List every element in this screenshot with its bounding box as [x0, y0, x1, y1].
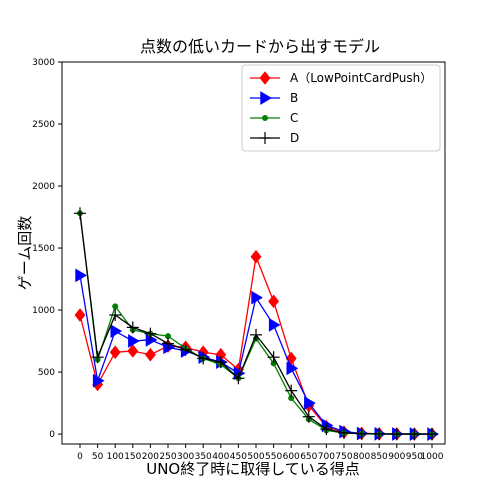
x-tick-label: 600	[283, 452, 300, 462]
data-point	[128, 334, 140, 348]
y-tick-label: 0	[49, 430, 55, 440]
legend-marker	[259, 71, 271, 85]
legend-marker	[262, 115, 268, 121]
data-point	[109, 345, 121, 360]
x-tick-label: 150	[124, 452, 141, 462]
data-point	[74, 308, 86, 322]
x-tick-label: 900	[388, 452, 405, 462]
legend-box	[241, 64, 441, 152]
data-point	[109, 309, 122, 322]
y-tick-label: 3000	[32, 58, 55, 68]
data-point	[214, 356, 227, 369]
x-tick-label: 350	[195, 452, 212, 462]
data-point	[144, 347, 156, 362]
data-point	[355, 427, 368, 440]
data-point	[112, 303, 119, 310]
data-point	[304, 396, 316, 410]
data-point	[75, 268, 87, 283]
data-point	[110, 324, 123, 339]
x-tick-label: 100	[107, 452, 124, 462]
legend-marker	[259, 132, 271, 144]
x-tick-label: 550	[265, 452, 282, 462]
x-tick-label: 250	[159, 452, 176, 462]
x-tick-label: 750	[335, 452, 352, 462]
legend-label: C	[290, 111, 298, 125]
data-point	[92, 373, 105, 388]
data-point	[197, 352, 210, 365]
x-tick-label: 450	[230, 452, 247, 462]
x-tick-label: 1000	[421, 452, 444, 462]
data-point	[268, 318, 281, 332]
data-point	[268, 294, 280, 309]
y-tick-label: 500	[38, 368, 55, 378]
x-tick-label: 500	[247, 452, 264, 462]
data-point	[251, 290, 263, 305]
data-point	[390, 428, 403, 441]
data-point	[127, 344, 139, 358]
plot-area	[74, 207, 439, 441]
chart-title: 点数の低いカードから出すモデル	[140, 37, 380, 56]
data-point	[162, 337, 174, 350]
data-point	[145, 332, 158, 347]
data-point	[426, 428, 438, 441]
data-point	[338, 426, 350, 439]
data-point	[250, 249, 262, 264]
x-tick-label: 50	[92, 452, 104, 462]
x-tick-label: 400	[212, 452, 229, 462]
x-tick-label: 700	[318, 452, 335, 462]
data-point	[232, 372, 245, 385]
data-point	[91, 351, 104, 364]
axes: 0 50 100 150 200 250 300 350 400 450 500 550 600 650 7…	[32, 58, 444, 462]
legend: A（LowPointCardPush） BCD	[241, 64, 441, 152]
x-tick-label: 650	[300, 452, 317, 462]
legend-marker	[260, 91, 272, 105]
legend-label: B	[290, 91, 298, 105]
data-point	[286, 361, 299, 376]
x-tick-label: 200	[142, 452, 159, 462]
x-tick-label: 0	[77, 452, 83, 462]
y-axis-title: ゲーム回数	[16, 216, 34, 291]
plot-frame	[61, 61, 446, 445]
legend-label: D	[290, 131, 299, 145]
data-point	[74, 207, 86, 220]
legend-label: A（LowPointCardPush）	[290, 71, 432, 85]
y-tick-label: 2000	[32, 182, 55, 192]
x-tick-label: 850	[371, 452, 388, 462]
data-point	[373, 427, 386, 440]
y-tick-label: 2500	[32, 120, 55, 130]
x-tick-label: 800	[353, 452, 370, 462]
data-point	[285, 384, 298, 397]
x-axis-title: UNO終了時に取得している得点	[146, 460, 360, 478]
data-point	[126, 321, 139, 334]
data-point	[144, 327, 157, 340]
y-tick-label: 1000	[32, 306, 55, 316]
data-point	[408, 428, 421, 441]
data-point	[320, 423, 333, 436]
data-point	[302, 410, 315, 423]
y-tick-label: 1500	[32, 244, 55, 254]
x-tick-label: 300	[177, 452, 194, 462]
data-point	[179, 343, 192, 356]
series-d	[74, 207, 438, 441]
x-tick-label: 950	[406, 452, 423, 462]
data-point	[250, 328, 262, 341]
data-point	[267, 351, 280, 364]
